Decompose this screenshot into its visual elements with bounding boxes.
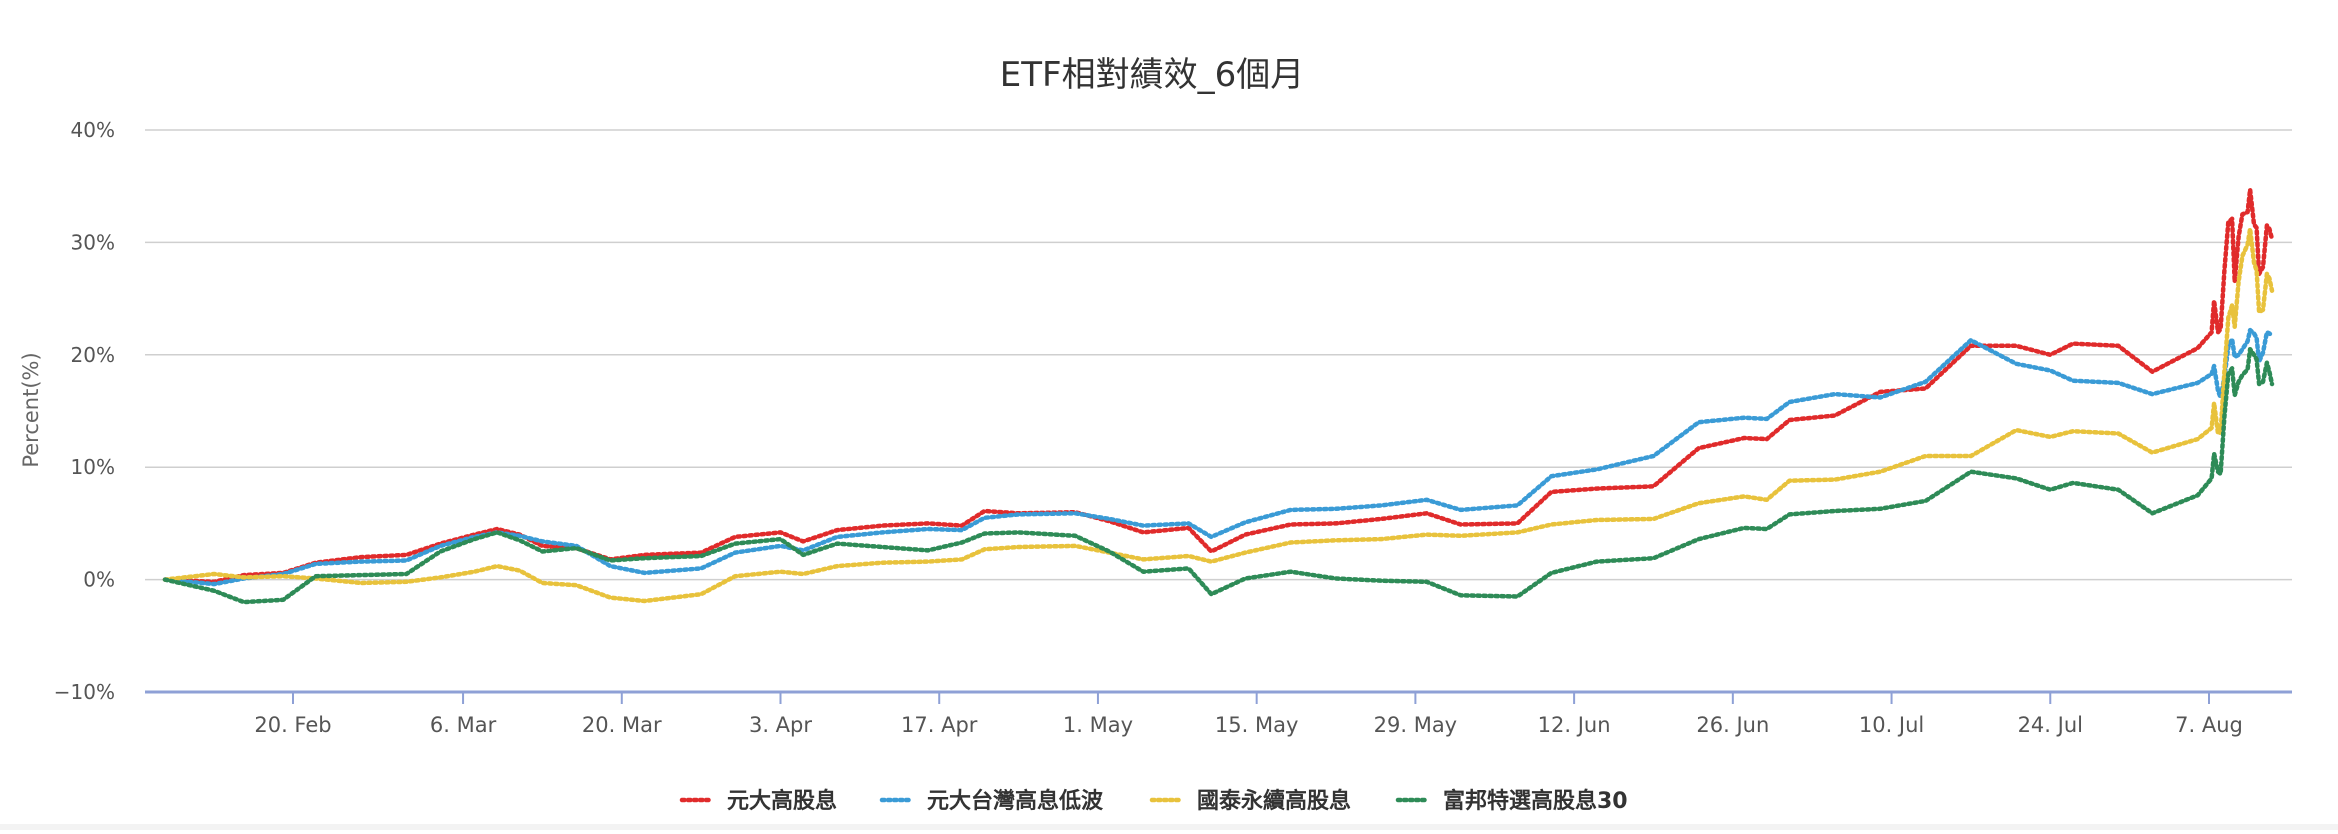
chart-title: ETF相對績效_6個月 — [1000, 55, 1304, 95]
series-line-0[interactable] — [162, 187, 2275, 585]
legend-item-2[interactable]: 國泰永續高股息 — [1149, 788, 1351, 814]
x-tick-label: 20. Feb — [254, 713, 331, 737]
legend-label: 元大高股息 — [727, 788, 837, 814]
y-tick-label: 0% — [83, 568, 115, 592]
y-tick-label: 30% — [71, 230, 115, 254]
y-tick-label: 40% — [71, 118, 115, 142]
legend-label: 富邦特選高股息30 — [1443, 788, 1628, 814]
legend[interactable]: 元大高股息 元大台灣高息低波 國泰永續高股息 富邦特選高股息30 — [679, 788, 1628, 814]
y-tick-label: 10% — [71, 455, 115, 479]
y-axis-ticks: −10% 0% 10% 20% 30% 40% — [54, 118, 115, 704]
x-tick-label: 15. May — [1215, 713, 1299, 737]
x-tick-label: 29. May — [1374, 713, 1458, 737]
y-tick-label: −10% — [54, 680, 115, 704]
y-axis-label: Percent(%) — [19, 352, 43, 467]
x-tick-label: 10. Jul — [1859, 713, 1924, 737]
x-tick-label: 24. Jul — [2018, 713, 2083, 737]
legend-item-1[interactable]: 元大台灣高息低波 — [879, 788, 1104, 814]
x-tick-label: 17. Apr — [901, 713, 978, 737]
x-tick-label: 26. Jun — [1696, 713, 1769, 737]
series-line-3[interactable] — [162, 346, 2275, 605]
x-tick-label: 6. Mar — [430, 713, 497, 737]
x-tick-label: 1. May — [1063, 713, 1133, 737]
legend-label: 國泰永續高股息 — [1197, 788, 1351, 814]
legend-item-0[interactable]: 元大高股息 — [679, 788, 837, 814]
series-line-1[interactable] — [162, 327, 2275, 587]
legend-item-3[interactable]: 富邦特選高股息30 — [1395, 788, 1628, 814]
x-axis-ticks: 20. Feb 6. Mar 20. Mar 3. Apr 17. Apr 1. May 1… — [254, 692, 2243, 737]
x-tick-label: 7. Aug — [2175, 713, 2243, 737]
series-lines — [162, 187, 2275, 605]
x-tick-label: 12. Jun — [1538, 713, 1611, 737]
x-tick-label: 20. Mar — [582, 713, 662, 737]
series-line-2[interactable] — [162, 226, 2275, 604]
grid-lines — [145, 129, 2292, 694]
x-tick-label: 3. Apr — [749, 713, 812, 737]
legend-label: 元大台灣高息低波 — [927, 788, 1104, 814]
y-tick-label: 20% — [71, 343, 115, 367]
bottom-strip — [0, 824, 2338, 830]
